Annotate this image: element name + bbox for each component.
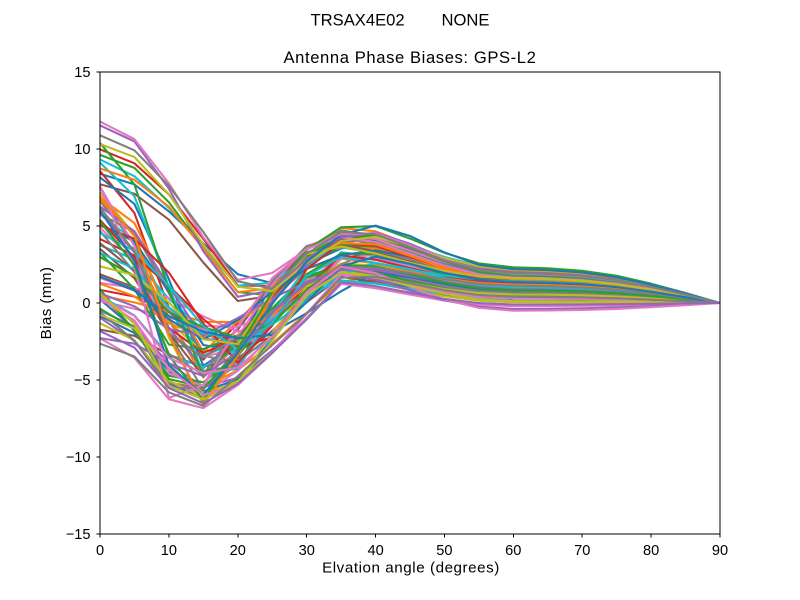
- svg-text:10: 10: [161, 543, 177, 559]
- svg-text:−5: −5: [74, 373, 91, 389]
- svg-text:80: 80: [643, 543, 659, 559]
- svg-text:20: 20: [230, 543, 246, 559]
- svg-text:−10: −10: [66, 450, 91, 466]
- svg-text:−15: −15: [66, 527, 91, 543]
- svg-text:5: 5: [82, 219, 90, 235]
- svg-text:0: 0: [82, 296, 90, 312]
- svg-text:15: 15: [74, 65, 90, 81]
- svg-text:90: 90: [712, 543, 728, 559]
- svg-text:70: 70: [574, 543, 590, 559]
- svg-text:Bias (mm): Bias (mm): [38, 267, 55, 340]
- svg-text:TRSAX4E02 NONE: TRSAX4E02 NONE: [311, 11, 490, 30]
- svg-text:Antenna Phase Biases: GPS-L2: Antenna Phase Biases: GPS-L2: [284, 48, 537, 67]
- svg-text:60: 60: [505, 543, 521, 559]
- svg-text:30: 30: [299, 543, 315, 559]
- svg-text:50: 50: [436, 543, 452, 559]
- svg-text:10: 10: [74, 142, 90, 158]
- svg-text:0: 0: [96, 543, 104, 559]
- svg-text:40: 40: [367, 543, 383, 559]
- svg-text:Elvation angle (degrees): Elvation angle (degrees): [322, 560, 500, 577]
